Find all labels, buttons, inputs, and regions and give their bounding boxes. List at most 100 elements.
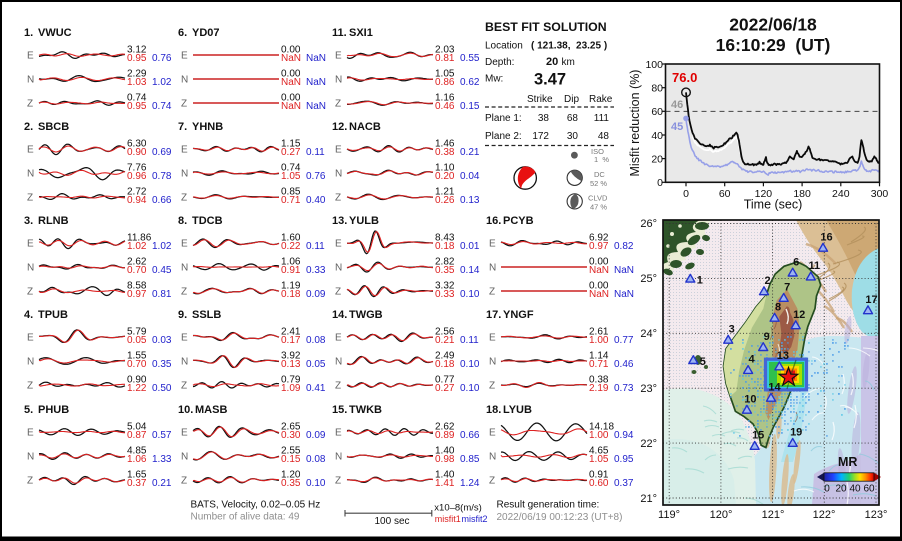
svg-text:E: E <box>27 239 34 250</box>
svg-text:0.27: 0.27 <box>435 383 455 394</box>
svg-text:11.: 11. <box>332 27 347 39</box>
svg-text:0.60: 0.60 <box>589 478 609 489</box>
svg-text:8.43: 8.43 <box>435 233 455 244</box>
svg-text:2.: 2. <box>24 121 33 133</box>
svg-text:0.05: 0.05 <box>127 335 147 346</box>
svg-text:0.91: 0.91 <box>281 265 301 276</box>
svg-text:46: 46 <box>671 99 683 111</box>
svg-text:1.09: 1.09 <box>281 383 301 394</box>
svg-text:Z: Z <box>335 287 341 298</box>
svg-text:1.22: 1.22 <box>127 383 147 394</box>
svg-text:14.18: 14.18 <box>589 422 614 433</box>
svg-text:0.10: 0.10 <box>460 359 480 370</box>
svg-text:0.81: 0.81 <box>152 289 172 300</box>
svg-text:0.33: 0.33 <box>306 265 326 276</box>
svg-text:0.50: 0.50 <box>152 383 172 394</box>
svg-text:76.0: 76.0 <box>672 70 697 85</box>
svg-text:0.00: 0.00 <box>281 45 301 56</box>
svg-text:Z: Z <box>181 381 187 392</box>
svg-text:2.82: 2.82 <box>435 257 455 268</box>
svg-text:24°: 24° <box>640 328 657 340</box>
svg-text:45: 45 <box>671 121 683 133</box>
svg-text:0.96: 0.96 <box>127 171 147 182</box>
svg-text:0.71: 0.71 <box>589 359 609 370</box>
svg-text:111: 111 <box>594 113 610 124</box>
svg-text:0.11: 0.11 <box>460 335 479 346</box>
svg-text:1.40: 1.40 <box>435 470 455 481</box>
svg-text:0.15: 0.15 <box>460 101 480 112</box>
svg-text:0.97: 0.97 <box>127 289 147 300</box>
svg-text:0.35: 0.35 <box>152 359 172 370</box>
svg-text:MASB: MASB <box>195 404 227 416</box>
svg-text:0.09: 0.09 <box>306 289 326 300</box>
svg-text:0.46: 0.46 <box>614 359 634 370</box>
svg-text:2.65: 2.65 <box>281 422 301 433</box>
svg-text:Number of alive data: 49: Number of alive data: 49 <box>191 512 300 523</box>
svg-text:1.14: 1.14 <box>589 351 609 362</box>
svg-text:0.66: 0.66 <box>152 195 172 206</box>
svg-text:N: N <box>27 263 34 274</box>
svg-text:2: 2 <box>764 275 770 287</box>
svg-text:80: 80 <box>651 83 663 95</box>
svg-text:0.86: 0.86 <box>435 77 455 88</box>
svg-text:SSLB: SSLB <box>192 309 221 321</box>
svg-text:1.02: 1.02 <box>152 241 172 252</box>
svg-text:4: 4 <box>749 354 756 366</box>
svg-text:1.02: 1.02 <box>152 77 172 88</box>
svg-text:18.: 18. <box>486 404 501 416</box>
svg-text:120°: 120° <box>710 509 733 521</box>
svg-text:0.85: 0.85 <box>281 187 301 198</box>
svg-text:E: E <box>335 428 342 439</box>
svg-text:2.72: 2.72 <box>127 187 147 198</box>
svg-text:52 %: 52 % <box>590 179 607 188</box>
svg-text:N: N <box>489 452 496 463</box>
svg-text:SBCB: SBCB <box>38 121 69 133</box>
svg-text:300: 300 <box>871 188 889 200</box>
svg-text:4.65: 4.65 <box>589 446 609 457</box>
svg-text:0.05: 0.05 <box>306 359 326 370</box>
svg-text:9: 9 <box>764 331 770 343</box>
svg-text:0.00: 0.00 <box>281 69 301 80</box>
svg-text:N: N <box>489 263 496 274</box>
svg-text:km: km <box>562 57 575 68</box>
svg-text:0.17: 0.17 <box>281 335 301 346</box>
svg-text:1.41: 1.41 <box>435 478 455 489</box>
svg-text:0: 0 <box>657 177 663 189</box>
svg-text:Z: Z <box>181 476 187 487</box>
svg-text:1.19: 1.19 <box>281 281 301 292</box>
svg-text:PCYB: PCYB <box>503 215 534 227</box>
svg-text:0.14: 0.14 <box>460 265 480 276</box>
svg-text:0.00: 0.00 <box>281 93 301 104</box>
svg-text:16.: 16. <box>486 215 501 227</box>
svg-text:0.11: 0.11 <box>306 241 325 252</box>
svg-text:0.69: 0.69 <box>152 147 172 158</box>
svg-text:0.82: 0.82 <box>614 241 634 252</box>
svg-text:0.21: 0.21 <box>152 478 172 489</box>
svg-text:0.81: 0.81 <box>435 53 455 64</box>
svg-text:6.30: 6.30 <box>127 139 147 150</box>
svg-text:1.21: 1.21 <box>435 187 455 198</box>
svg-text:180: 180 <box>793 188 811 200</box>
svg-text:MR: MR <box>838 455 857 469</box>
svg-text:3: 3 <box>729 324 735 336</box>
svg-text:TWGB: TWGB <box>349 309 383 321</box>
svg-text:ISO: ISO <box>591 147 604 156</box>
svg-text:0.95: 0.95 <box>614 454 634 465</box>
svg-text:NACB: NACB <box>349 121 381 133</box>
svg-text:NaN: NaN <box>306 53 326 64</box>
svg-text:0.70: 0.70 <box>127 359 147 370</box>
svg-text:E: E <box>27 428 34 439</box>
svg-text:0.85: 0.85 <box>460 454 480 465</box>
svg-text:0.18: 0.18 <box>435 359 455 370</box>
svg-text:16: 16 <box>820 232 832 244</box>
svg-text:Strike: Strike <box>527 94 553 105</box>
svg-text:0: 0 <box>824 484 830 495</box>
svg-text:E: E <box>27 145 34 156</box>
svg-text:0.08: 0.08 <box>306 454 326 465</box>
svg-text:0.26: 0.26 <box>435 195 455 206</box>
svg-text:2.55: 2.55 <box>281 446 301 457</box>
svg-text:11.86: 11.86 <box>127 233 152 244</box>
svg-text:1.65: 1.65 <box>127 470 147 481</box>
svg-text:N: N <box>181 357 188 368</box>
svg-text:15: 15 <box>752 430 764 442</box>
